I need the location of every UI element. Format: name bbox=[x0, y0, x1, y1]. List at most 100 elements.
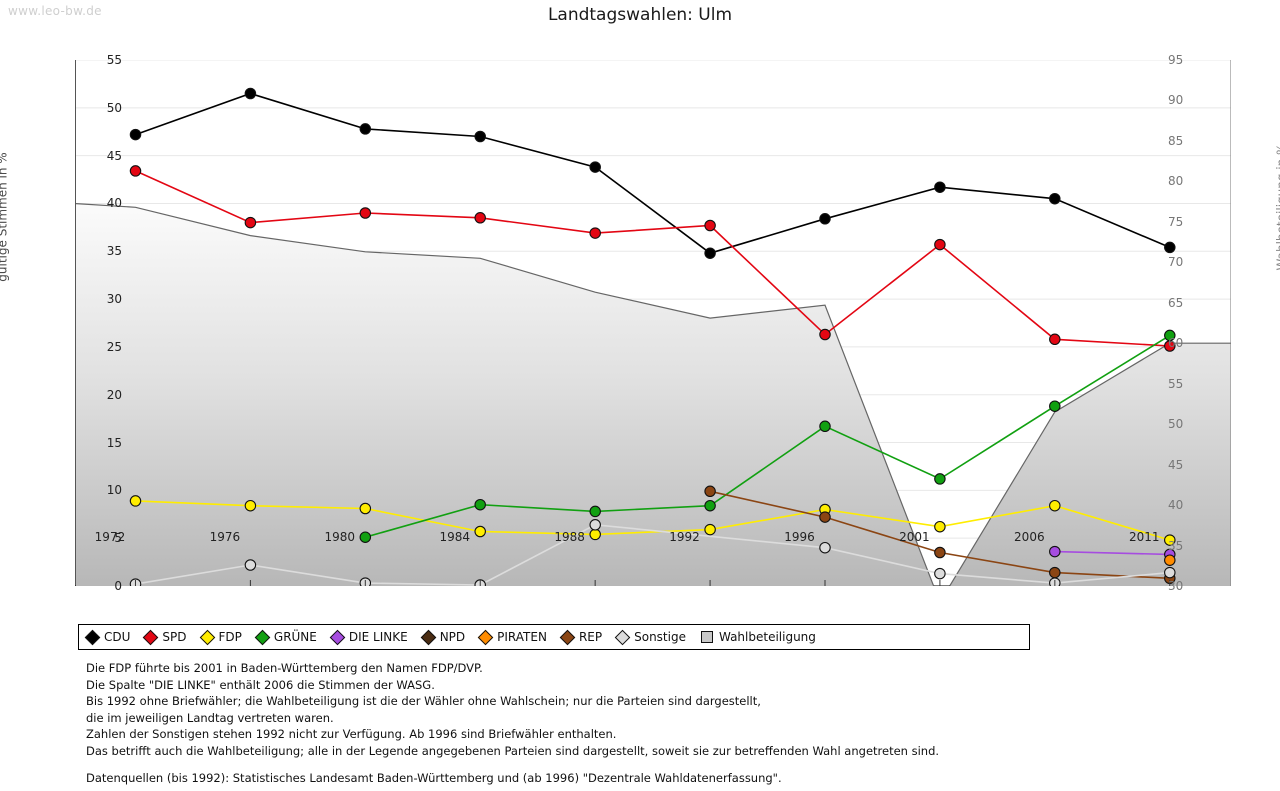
y-tick-right: 35 bbox=[1168, 538, 1184, 553]
y-tick-left: 25 bbox=[106, 339, 122, 354]
y-tick-right: 30 bbox=[1168, 579, 1184, 593]
data-point bbox=[1164, 554, 1176, 566]
y-tick-right: 80 bbox=[1168, 174, 1184, 189]
series-line bbox=[1054, 550, 1170, 556]
data-point bbox=[129, 495, 142, 507]
data-point bbox=[589, 227, 601, 239]
y-tick-left: 50 bbox=[106, 100, 122, 115]
footnote-line: Bis 1992 ohne Briefwähler; die Wahlbetei… bbox=[86, 694, 761, 709]
y-tick-right: 65 bbox=[1168, 295, 1184, 310]
series-grüne bbox=[359, 329, 1176, 543]
x-tick: 1972 bbox=[94, 530, 126, 544]
footnote-spacer bbox=[86, 760, 986, 770]
y-tick-right: 70 bbox=[1168, 255, 1184, 270]
data-point bbox=[589, 519, 601, 531]
y-tick-left: 20 bbox=[106, 387, 122, 402]
x-tick: 1992 bbox=[669, 530, 700, 544]
legend-diamond-icon bbox=[614, 629, 631, 645]
y-axis-left-label: gültige Stimmen in % bbox=[0, 152, 10, 282]
data-point bbox=[244, 559, 257, 571]
x-tick: 2011 bbox=[1128, 530, 1160, 544]
data-point bbox=[474, 130, 486, 143]
legend-item-die-linke[interactable]: DIE LINKE bbox=[329, 629, 408, 645]
legend-item-spd[interactable]: SPD bbox=[143, 629, 187, 645]
data-point bbox=[934, 546, 946, 559]
legend-diamond-icon bbox=[559, 629, 576, 645]
chart-legend[interactable]: CDU SPD FDP GRÜNE DIE LINKE NPD PIRATEN REP Sons… bbox=[78, 624, 1030, 650]
y-tick-right: 45 bbox=[1168, 457, 1184, 472]
legend-item-cdu[interactable]: CDU bbox=[84, 629, 131, 645]
x-tick: 1996 bbox=[784, 530, 815, 544]
data-point bbox=[704, 499, 716, 512]
legend-item-rep[interactable]: REP bbox=[559, 629, 602, 645]
data-point bbox=[704, 247, 716, 259]
y-tick-right: 50 bbox=[1168, 417, 1184, 432]
data-point bbox=[934, 238, 946, 251]
legend-diamond-icon bbox=[329, 629, 346, 645]
series-line bbox=[365, 334, 1171, 538]
data-point bbox=[1049, 400, 1061, 412]
legend-diamond-icon bbox=[199, 629, 215, 645]
series-line bbox=[135, 500, 1171, 541]
legend-label: Sonstige bbox=[634, 630, 686, 644]
data-point bbox=[1049, 333, 1061, 346]
x-tick: 1980 bbox=[324, 530, 356, 544]
legend-item-piraten[interactable]: PIRATEN bbox=[477, 629, 547, 645]
data-point bbox=[1164, 241, 1176, 254]
data-point bbox=[819, 213, 831, 225]
y-tick-left: 30 bbox=[106, 292, 122, 307]
series-piraten bbox=[1164, 554, 1176, 566]
legend-item-fdp[interactable]: FDP bbox=[199, 629, 242, 645]
data-point bbox=[704, 485, 716, 498]
data-point bbox=[819, 420, 831, 433]
y-tick-left: 10 bbox=[106, 483, 122, 498]
legend-item-npd[interactable]: NPD bbox=[420, 629, 465, 645]
y-tick-left: 15 bbox=[106, 435, 122, 450]
legend-item-wahlbeteiligung[interactable]: Wahlbeteiligung bbox=[700, 630, 816, 644]
data-point bbox=[934, 520, 946, 533]
legend-diamond-icon bbox=[143, 629, 159, 645]
y-tick-right: 55 bbox=[1168, 376, 1184, 391]
legend-square-icon bbox=[700, 631, 713, 643]
x-tick: 1984 bbox=[439, 530, 470, 544]
legend-label: CDU bbox=[104, 630, 131, 644]
data-point bbox=[359, 207, 372, 219]
data-point bbox=[1049, 566, 1061, 579]
legend-label: PIRATEN bbox=[497, 630, 547, 644]
page-title: Landtagswahlen: Ulm bbox=[547, 5, 733, 25]
y-tick-left: 55 bbox=[106, 53, 122, 67]
data-point bbox=[359, 123, 372, 135]
data-point bbox=[359, 531, 372, 543]
plot-area bbox=[75, 60, 1231, 586]
data-point bbox=[934, 181, 946, 193]
wahlbeteiligung-area bbox=[76, 203, 1231, 586]
legend-label: FDP bbox=[218, 630, 242, 644]
series-die-linke bbox=[1049, 545, 1176, 561]
y-tick-right: 60 bbox=[1168, 336, 1184, 351]
legend-item-sonstige[interactable]: Sonstige bbox=[614, 629, 686, 645]
y-tick-right: 40 bbox=[1168, 498, 1184, 513]
data-point bbox=[819, 511, 831, 523]
data-point bbox=[359, 502, 372, 515]
series-fdp bbox=[129, 495, 1176, 546]
x-tick: 1988 bbox=[554, 530, 585, 544]
y-tick-left: 35 bbox=[106, 244, 122, 259]
data-point bbox=[589, 161, 601, 173]
y-tick-right: 90 bbox=[1168, 93, 1184, 108]
legend-label: DIE LINKE bbox=[348, 630, 408, 644]
data-point bbox=[1049, 545, 1061, 558]
y-tick-left: 40 bbox=[106, 196, 122, 211]
series-spd bbox=[129, 165, 1176, 352]
legend-diamond-icon bbox=[420, 629, 436, 645]
data-point bbox=[934, 567, 946, 580]
data-point bbox=[1049, 499, 1061, 512]
legend-item-grüne[interactable]: GRÜNE bbox=[254, 629, 317, 645]
data-point bbox=[1164, 329, 1176, 342]
x-tick: 2006 bbox=[1014, 530, 1045, 544]
data-point bbox=[244, 216, 257, 229]
y-tick-right: 85 bbox=[1168, 133, 1184, 148]
footnote-line: Die Spalte "DIE LINKE" enthält 2006 die … bbox=[86, 677, 435, 692]
data-point bbox=[244, 499, 257, 512]
data-point bbox=[819, 328, 831, 341]
